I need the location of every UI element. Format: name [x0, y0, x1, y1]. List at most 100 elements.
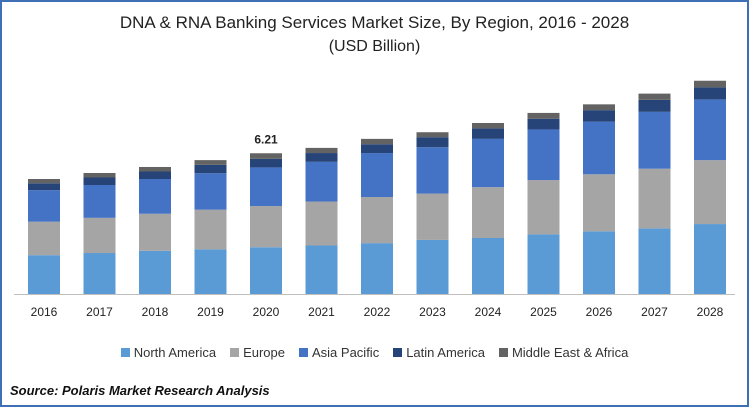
bar-segment-2019-latin-america	[194, 164, 227, 174]
bar-segment-2020-middle-east-africa	[250, 153, 282, 159]
chart-title: DNA & RNA Banking Services Market Size, …	[119, 13, 630, 32]
bar-segment-2016-europe	[28, 221, 60, 256]
bars-group	[28, 80, 726, 294]
bar-segment-2024-asia-pacific	[472, 138, 504, 188]
x-tick-label-2026: 2026	[586, 305, 613, 319]
bar-segment-2021-north-america	[305, 245, 338, 294]
bar-segment-2017-north-america	[83, 253, 116, 294]
bar-segment-2023-latin-america	[416, 137, 449, 148]
bar-segment-2021-middle-east-africa	[305, 147, 338, 154]
bar-segment-2022-middle-east-africa	[361, 138, 393, 145]
legend-label-europe: Europe	[243, 345, 285, 360]
bar-segment-2026-middle-east-africa	[583, 104, 615, 111]
bar-segment-2017-middle-east-africa	[83, 172, 116, 178]
bar-segment-2020-north-america	[250, 247, 282, 294]
x-tick-label-2021: 2021	[308, 305, 335, 319]
bar-segment-2020-latin-america	[250, 158, 282, 168]
x-tick-label-2025: 2025	[530, 305, 557, 319]
x-tick-label-2023: 2023	[419, 305, 446, 319]
bar-segment-2023-middle-east-africa	[416, 132, 449, 138]
x-tick-label-2027: 2027	[641, 305, 668, 319]
stacked-bar-chart: 2016 2017 2018 2019 2020 2021 2022 2023 2024 2025…	[14, 80, 735, 319]
bar-segment-2027-asia-pacific	[638, 111, 671, 169]
bar-segment-2028-middle-east-africa	[694, 80, 726, 88]
bar-segment-2026-asia-pacific	[583, 121, 615, 175]
bar-segment-2025-middle-east-africa	[527, 112, 560, 119]
bar-segment-2026-europe	[583, 174, 615, 232]
bar-segment-2018-latin-america	[139, 171, 171, 180]
chart-subtitle: (USD Billion)	[328, 38, 421, 55]
bar-segment-2019-north-america	[194, 249, 227, 294]
bar-segment-2022-europe	[361, 197, 393, 244]
bar-segment-2024-latin-america	[472, 128, 504, 139]
x-tick-label-2028: 2028	[697, 305, 724, 319]
bar-segment-2027-latin-america	[638, 99, 671, 112]
bar-segment-2022-north-america	[361, 243, 393, 294]
bar-segment-2028-latin-america	[694, 87, 726, 100]
bar-segment-2021-latin-america	[305, 153, 338, 162]
bar-segment-2028-europe	[694, 160, 726, 225]
bar-segment-2028-asia-pacific	[694, 99, 726, 161]
bar-segment-2028-north-america	[694, 224, 726, 294]
bar-segment-2016-north-america	[28, 255, 60, 294]
bar-segment-2018-europe	[139, 213, 171, 251]
x-tick-labels: 2016 2017 2018 2019 2020 2021 2022 2023 2024 2025…	[31, 305, 724, 319]
bar-segment-2025-europe	[527, 180, 560, 235]
x-tick-label-2016: 2016	[31, 305, 58, 319]
bar-segment-2023-asia-pacific	[416, 147, 449, 194]
bar-segment-2024-middle-east-africa	[472, 123, 504, 129]
bar-segment-2022-latin-america	[361, 144, 393, 154]
legend-label-middle-east-africa: Middle East & Africa	[511, 345, 629, 360]
bar-segment-2020-europe	[250, 206, 282, 248]
bar-segment-2016-latin-america	[28, 183, 60, 191]
bar-segment-2017-asia-pacific	[83, 185, 116, 218]
bar-segment-2021-asia-pacific	[305, 161, 338, 202]
legend-swatch-europe	[230, 348, 240, 357]
legend-item-latin-america: Latin America	[393, 345, 485, 360]
x-tick-label-2019: 2019	[197, 305, 224, 319]
x-tick-label-2017: 2017	[86, 305, 113, 319]
bar-segment-2023-europe	[416, 193, 449, 240]
legend-item-middle-east-africa: Middle East & Africa	[498, 345, 629, 360]
bar-segment-2021-europe	[305, 201, 338, 246]
data-labels: 6.21	[254, 132, 278, 146]
legend: North America Europe Asia Pacific Latin Ame…	[2, 345, 747, 360]
bar-segment-2026-north-america	[583, 231, 615, 294]
legend-item-europe: Europe	[230, 345, 285, 360]
bar-segment-2018-asia-pacific	[139, 179, 171, 214]
bar-segment-2018-middle-east-africa	[139, 166, 171, 172]
bar-segment-2022-asia-pacific	[361, 153, 393, 198]
legend-swatch-latin-america	[393, 348, 403, 357]
bar-segment-2017-latin-america	[83, 177, 116, 186]
bar-segment-2027-middle-east-africa	[638, 93, 671, 100]
legend-swatch-north-america	[120, 348, 130, 357]
bar-segment-2024-north-america	[472, 238, 504, 294]
bar-segment-2019-asia-pacific	[194, 173, 227, 210]
x-tick-label-2024: 2024	[475, 305, 502, 319]
bar-segment-2025-asia-pacific	[527, 129, 560, 181]
bar-segment-2027-north-america	[638, 228, 671, 294]
bar-segment-2018-north-america	[139, 250, 171, 294]
x-tick-label-2020: 2020	[253, 305, 280, 319]
legend-item-asia-pacific: Asia Pacific	[299, 345, 379, 360]
bar-segment-2025-latin-america	[527, 118, 560, 130]
data-label-2020: 6.21	[254, 132, 278, 146]
bar-segment-2026-latin-america	[583, 110, 615, 122]
x-tick-label-2022: 2022	[364, 305, 391, 319]
bar-segment-2016-middle-east-africa	[28, 179, 60, 184]
bar-segment-2019-europe	[194, 209, 227, 250]
bar-segment-2027-europe	[638, 168, 671, 229]
legend-label-asia-pacific: Asia Pacific	[312, 345, 380, 360]
bar-segment-2017-europe	[83, 217, 116, 254]
legend-label-latin-america: Latin America	[406, 345, 485, 360]
bar-segment-2023-north-america	[416, 239, 449, 294]
legend-label-north-america: North America	[133, 345, 217, 360]
legend-swatch-middle-east-africa	[498, 348, 508, 357]
bar-segment-2025-north-america	[527, 234, 560, 294]
bar-segment-2024-europe	[472, 187, 504, 239]
bar-segment-2019-middle-east-africa	[194, 160, 227, 165]
legend-swatch-asia-pacific	[299, 348, 308, 357]
source-note: Source: Polaris Market Research Analysis	[10, 383, 270, 398]
legend-item-north-america: North America	[120, 345, 217, 360]
